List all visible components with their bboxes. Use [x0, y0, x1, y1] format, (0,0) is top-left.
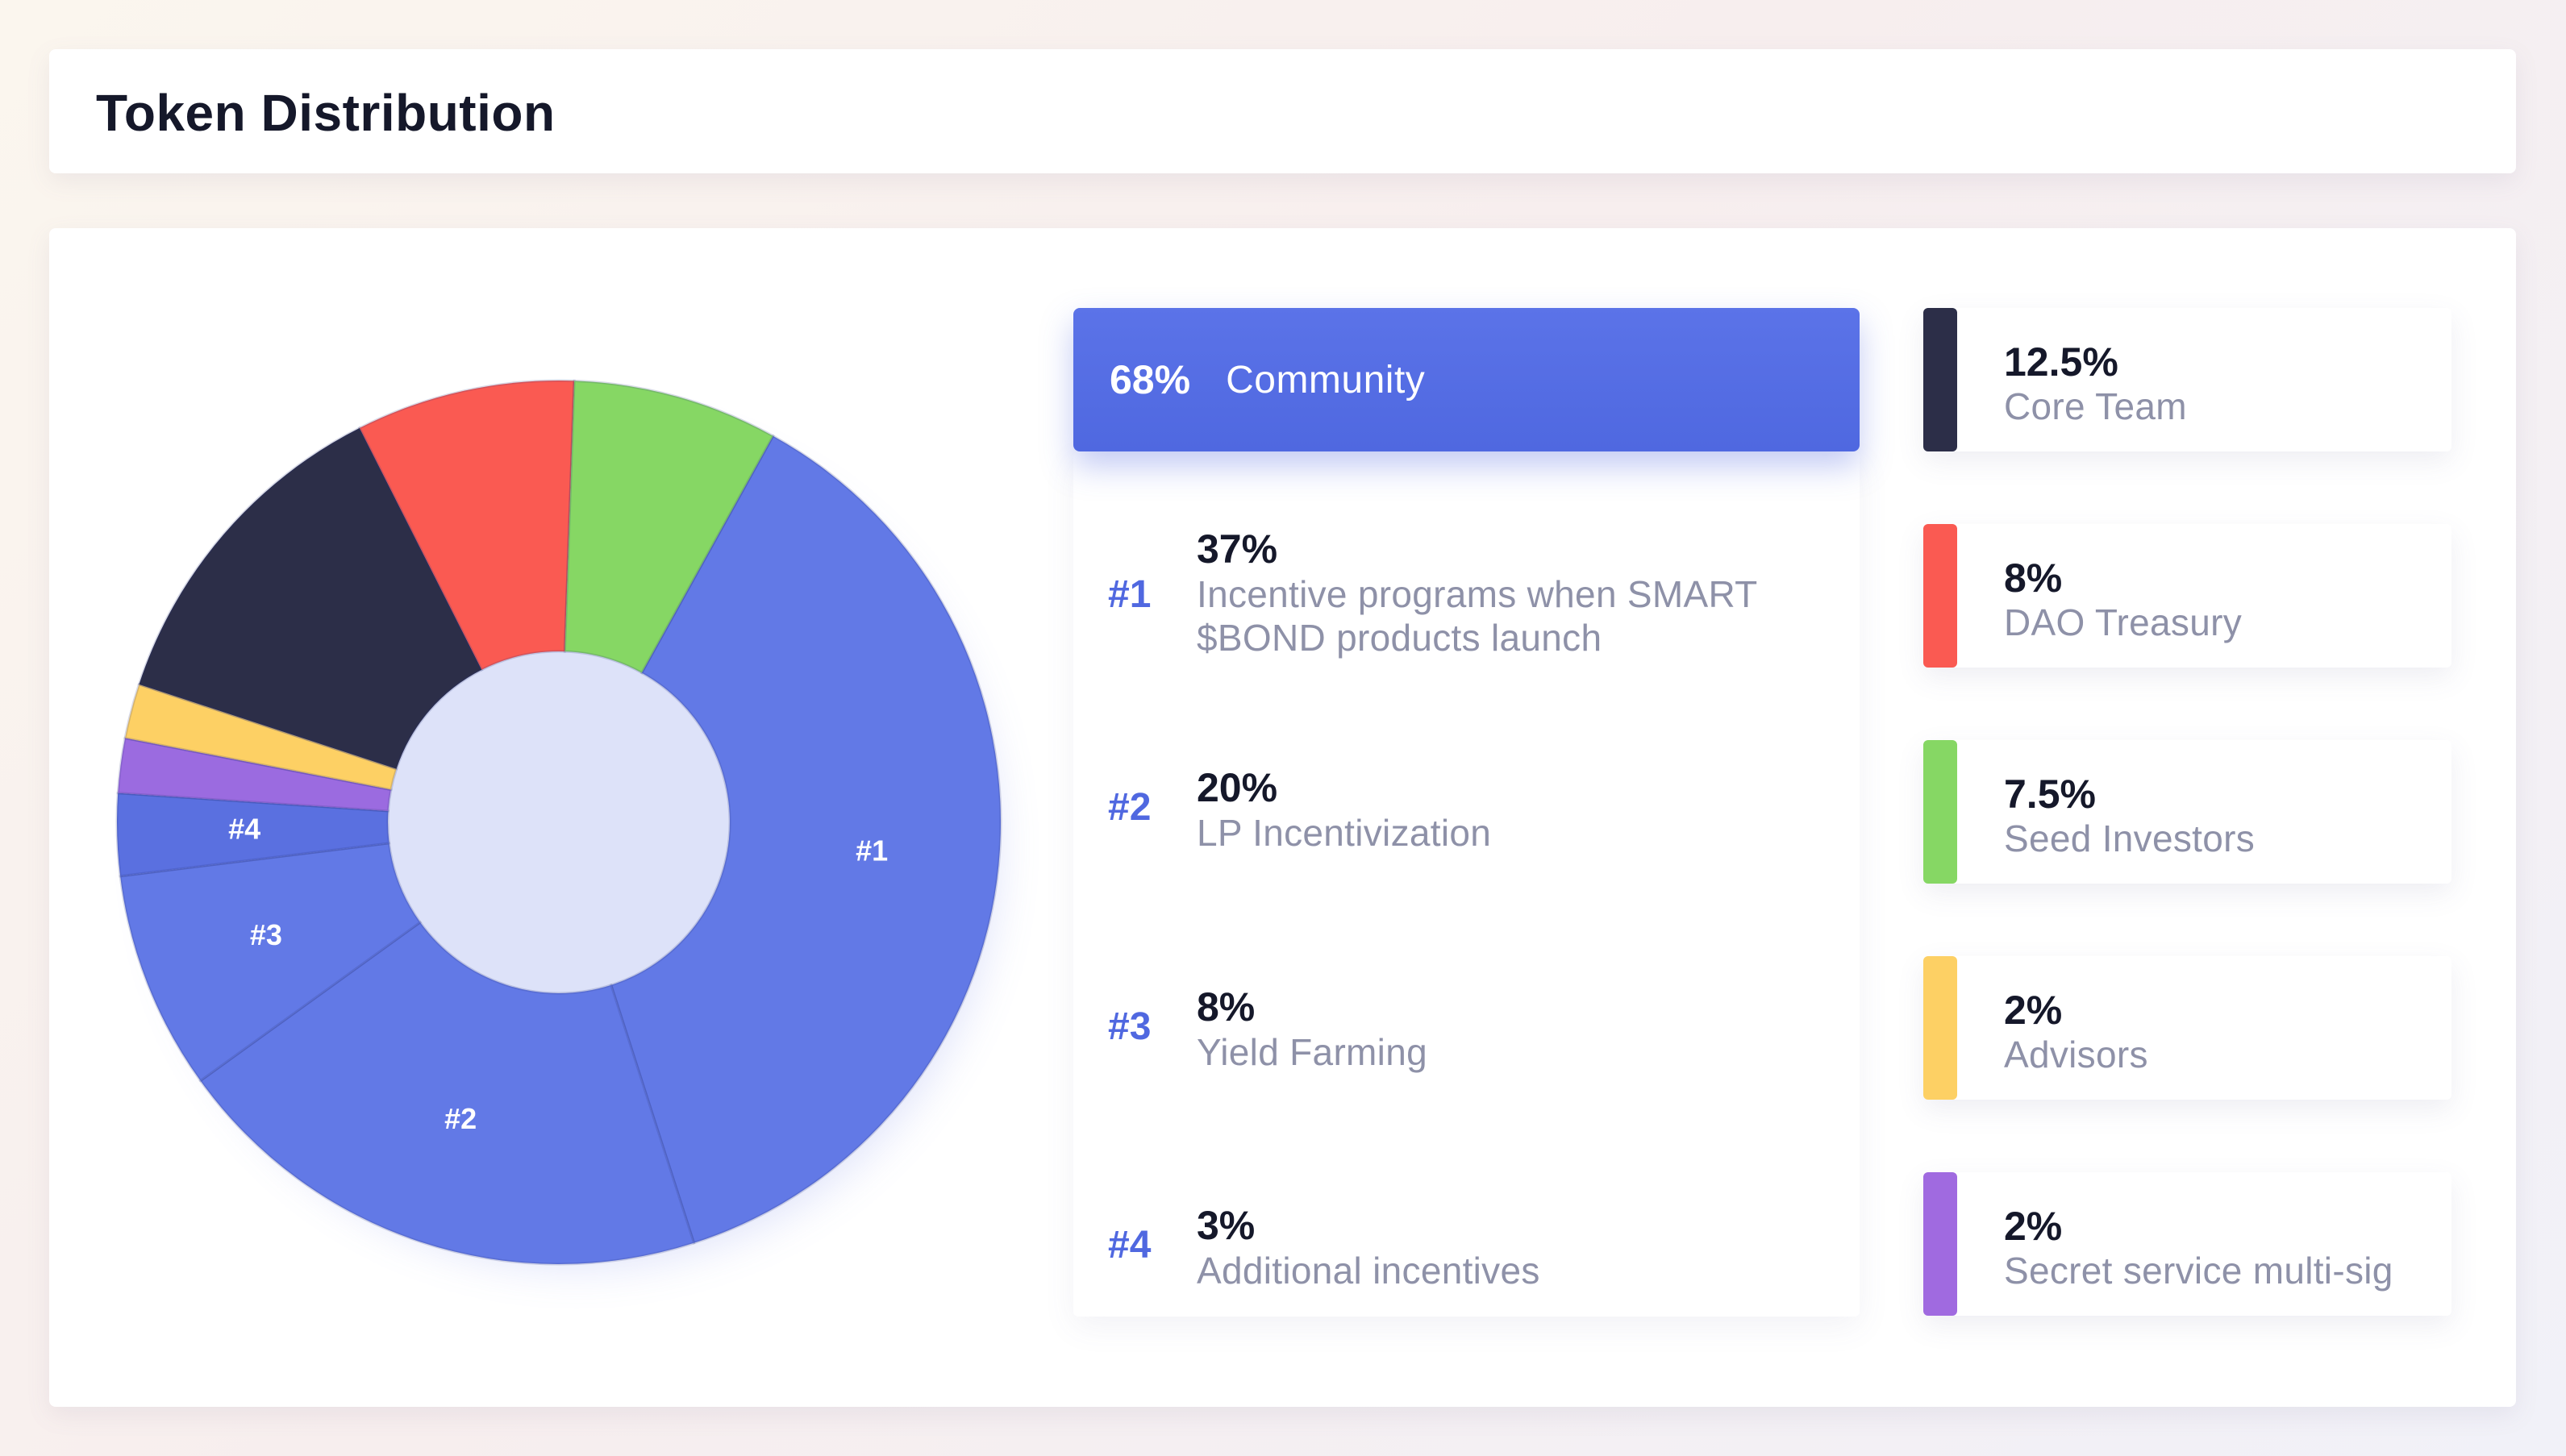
- legend-item-secret-service: 2% Secret service multi-sig: [1923, 1172, 2451, 1316]
- community-item-percent: 3%: [1197, 1203, 1256, 1248]
- legend-swatch: [1923, 308, 1957, 451]
- legend-item-seed-investors: 7.5% Seed Investors: [1923, 740, 2451, 884]
- community-label: Community: [1226, 358, 1426, 401]
- donut-slice-2: [198, 920, 696, 1266]
- slice-label-4: #4: [228, 812, 260, 845]
- community-item-rank: #1: [1108, 573, 1152, 616]
- legend-item-advisors: 2% Advisors: [1923, 956, 2451, 1100]
- community-item-label: Additional incentives: [1197, 1250, 1540, 1292]
- legend-item-core-team: 12.5% Core Team: [1923, 308, 2451, 451]
- donut-slice-4: [115, 792, 391, 878]
- slice-label-3: #3: [250, 918, 282, 951]
- slice-label-1: #1: [856, 834, 888, 867]
- slice-label-2: #2: [444, 1102, 477, 1135]
- page-title: Token Distribution: [96, 84, 556, 142]
- donut-slice-1: [609, 434, 1002, 1245]
- donut-slice-5: [116, 736, 393, 813]
- legend-label: Seed Investors: [2004, 817, 2256, 859]
- community-item-label-line2: $BOND products launch: [1197, 617, 1602, 659]
- community-item-label: LP Incentivization: [1197, 812, 1492, 854]
- donut-slice-8: [357, 379, 576, 672]
- legend-percent: 7.5%: [2004, 772, 2096, 817]
- legend-item-dao-treasury: 8% DAO Treasury: [1923, 524, 2451, 668]
- legend-label: DAO Treasury: [2004, 601, 2243, 643]
- legend-percent: 2%: [2004, 1204, 2063, 1249]
- legend-percent: 8%: [2004, 555, 2063, 601]
- community-breakdown-panel: [1073, 451, 1860, 1317]
- community-item-percent: 20%: [1197, 765, 1278, 810]
- community-item-rank: #2: [1108, 786, 1152, 829]
- legend-swatch: [1923, 956, 1957, 1100]
- legend-swatch: [1923, 524, 1957, 668]
- community-item-label: Incentive programs when SMART: [1197, 573, 1758, 615]
- community-header: 68% Community: [1073, 308, 1860, 451]
- donut-slice-6: [123, 682, 398, 792]
- legend-label: Advisors: [2004, 1034, 2148, 1075]
- donut-slice-3: [119, 842, 423, 1083]
- community-item-rank: #3: [1108, 1005, 1152, 1048]
- legend-percent: 12.5%: [2004, 339, 2118, 385]
- donut-slice-9: [563, 379, 775, 675]
- community-item-percent: 37%: [1197, 526, 1278, 572]
- legend-label: Core Team: [2004, 385, 2187, 427]
- community-item-percent: 8%: [1197, 984, 1256, 1030]
- legend-percent: 2%: [2004, 988, 2063, 1033]
- header-card: Token Distribution: [49, 49, 2516, 173]
- legend-label: Secret service multi-sig: [2004, 1250, 2393, 1292]
- legend-swatch: [1923, 740, 1957, 884]
- donut-slice-7: [137, 426, 484, 771]
- legend-swatch: [1923, 1172, 1957, 1316]
- community-item-rank: #4: [1108, 1224, 1152, 1267]
- community-item-label: Yield Farming: [1197, 1031, 1427, 1073]
- community-percent: 68%: [1110, 357, 1191, 402]
